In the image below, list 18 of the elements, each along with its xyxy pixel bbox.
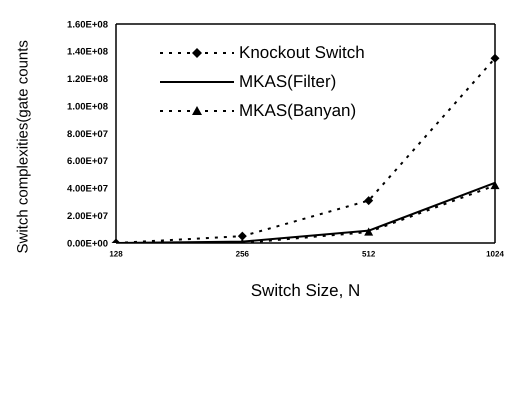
x-tick-label: 1024 <box>486 250 504 259</box>
y-tick-label: 1.60E+08 <box>67 19 108 30</box>
legend-label: Knockout Switch <box>239 42 365 62</box>
y-tick-label: 6.00E+07 <box>67 156 108 168</box>
legend-label: MKAS(Banyan) <box>239 100 356 120</box>
y-tick-label: 1.40E+08 <box>67 46 108 58</box>
y-tick-label: 8.00E+07 <box>67 128 108 140</box>
y-axis-title: Switch complexities(gate counts <box>14 40 32 254</box>
y-tick-label: 1.20E+08 <box>67 74 108 86</box>
y-tick-label: 0.00E+00 <box>67 238 108 250</box>
x-axis-title: Switch Size, N <box>250 281 360 300</box>
y-tick-label: 4.00E+07 <box>67 184 108 195</box>
y-tick-label: 2.00E+07 <box>67 210 108 222</box>
x-tick-label: 256 <box>236 250 250 259</box>
x-tick-label: 128 <box>109 250 124 259</box>
legend-label: MKAS(Filter) <box>239 72 336 92</box>
y-tick-label: 1.00E+08 <box>67 101 108 112</box>
x-tick-label: 512 <box>362 250 376 259</box>
